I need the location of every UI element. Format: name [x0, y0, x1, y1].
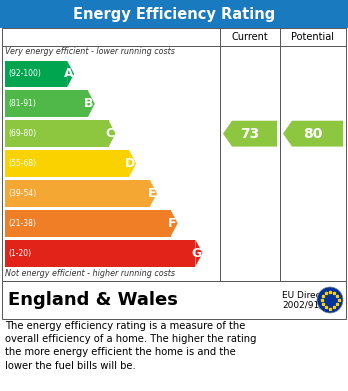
Polygon shape	[171, 210, 177, 237]
Text: (92-100): (92-100)	[8, 70, 41, 79]
Bar	[0, 0, 348, 28]
Text: C: C	[105, 127, 114, 140]
Bar	[5, 180, 150, 207]
Text: A: A	[63, 67, 73, 81]
Polygon shape	[150, 180, 157, 207]
Bar	[5, 61, 67, 87]
Text: 80: 80	[303, 127, 323, 141]
Text: 73: 73	[240, 127, 260, 141]
Text: (21-38): (21-38)	[8, 219, 36, 228]
Text: 2002/91/EC: 2002/91/EC	[282, 301, 334, 310]
Text: Current: Current	[232, 32, 268, 42]
Text: (81-91): (81-91)	[8, 99, 36, 108]
Text: (39-54): (39-54)	[8, 189, 36, 198]
Text: Energy Efficiency Rating: Energy Efficiency Rating	[73, 7, 275, 22]
Bar	[5, 240, 196, 267]
Text: (69-80): (69-80)	[8, 129, 36, 138]
Text: Not energy efficient - higher running costs: Not energy efficient - higher running co…	[5, 269, 175, 278]
Text: Potential: Potential	[292, 32, 334, 42]
Bar	[5, 120, 109, 147]
Polygon shape	[223, 121, 277, 147]
Text: England & Wales: England & Wales	[8, 291, 178, 309]
Text: G: G	[191, 247, 201, 260]
Polygon shape	[283, 121, 343, 147]
Polygon shape	[109, 120, 116, 147]
Polygon shape	[129, 150, 136, 177]
Bar	[5, 90, 88, 117]
Bar	[2, 28, 346, 281]
Polygon shape	[67, 61, 74, 87]
Text: EU Directive: EU Directive	[282, 291, 338, 300]
Text: F: F	[168, 217, 176, 230]
Polygon shape	[196, 240, 203, 267]
Text: D: D	[125, 157, 135, 170]
Text: B: B	[84, 97, 94, 110]
Text: E: E	[148, 187, 156, 200]
Bar	[2, 281, 346, 319]
Bar	[5, 210, 171, 237]
Polygon shape	[88, 90, 95, 117]
Bar	[5, 150, 129, 177]
Text: (55-68): (55-68)	[8, 159, 36, 168]
Text: The energy efficiency rating is a measure of the
overall efficiency of a home. T: The energy efficiency rating is a measur…	[5, 321, 256, 371]
Text: Very energy efficient - lower running costs: Very energy efficient - lower running co…	[5, 47, 175, 56]
Circle shape	[317, 287, 343, 313]
Text: (1-20): (1-20)	[8, 249, 31, 258]
